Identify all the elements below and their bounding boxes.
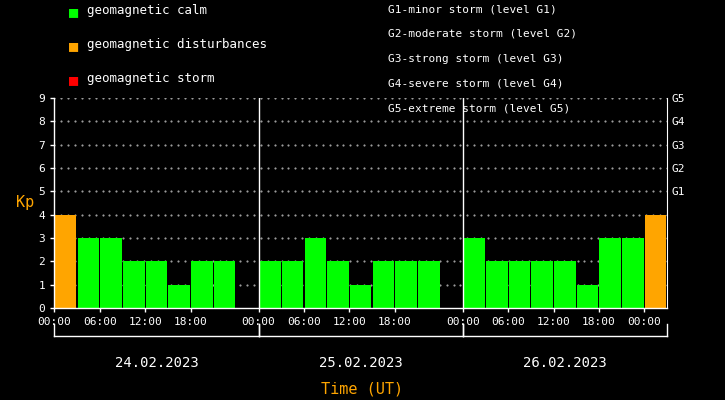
Bar bbox=[486, 261, 508, 308]
Bar bbox=[554, 261, 576, 308]
Text: geomagnetic calm: geomagnetic calm bbox=[87, 4, 207, 17]
Bar bbox=[373, 261, 394, 308]
Bar bbox=[418, 261, 439, 308]
Bar bbox=[78, 238, 99, 308]
Bar bbox=[304, 238, 326, 308]
Bar bbox=[531, 261, 553, 308]
Bar bbox=[622, 238, 644, 308]
Text: G2-moderate storm (level G2): G2-moderate storm (level G2) bbox=[388, 29, 577, 39]
Bar bbox=[100, 238, 122, 308]
Text: Time (UT): Time (UT) bbox=[321, 381, 404, 396]
Bar bbox=[123, 261, 144, 308]
Bar bbox=[395, 261, 417, 308]
Bar bbox=[463, 238, 485, 308]
Bar bbox=[191, 261, 212, 308]
Text: Kp: Kp bbox=[16, 196, 34, 210]
Bar bbox=[645, 215, 666, 308]
Text: 26.02.2023: 26.02.2023 bbox=[523, 356, 607, 370]
Text: ■: ■ bbox=[69, 38, 78, 53]
Text: ■: ■ bbox=[69, 72, 78, 87]
Text: geomagnetic storm: geomagnetic storm bbox=[87, 72, 215, 85]
Text: G5-extreme storm (level G5): G5-extreme storm (level G5) bbox=[388, 103, 570, 113]
Text: ■: ■ bbox=[69, 4, 78, 19]
Bar bbox=[327, 261, 349, 308]
Bar bbox=[509, 261, 530, 308]
Bar bbox=[146, 261, 167, 308]
Bar bbox=[214, 261, 236, 308]
Text: G4-severe storm (level G4): G4-severe storm (level G4) bbox=[388, 78, 563, 88]
Bar bbox=[350, 285, 371, 308]
Bar bbox=[282, 261, 303, 308]
Bar bbox=[600, 238, 621, 308]
Text: 24.02.2023: 24.02.2023 bbox=[115, 356, 199, 370]
Bar bbox=[55, 215, 77, 308]
Text: G3-strong storm (level G3): G3-strong storm (level G3) bbox=[388, 54, 563, 64]
Bar bbox=[577, 285, 598, 308]
Bar bbox=[259, 261, 281, 308]
Text: geomagnetic disturbances: geomagnetic disturbances bbox=[87, 38, 267, 51]
Text: 25.02.2023: 25.02.2023 bbox=[319, 356, 402, 370]
Text: G1-minor storm (level G1): G1-minor storm (level G1) bbox=[388, 4, 557, 14]
Bar bbox=[168, 285, 190, 308]
